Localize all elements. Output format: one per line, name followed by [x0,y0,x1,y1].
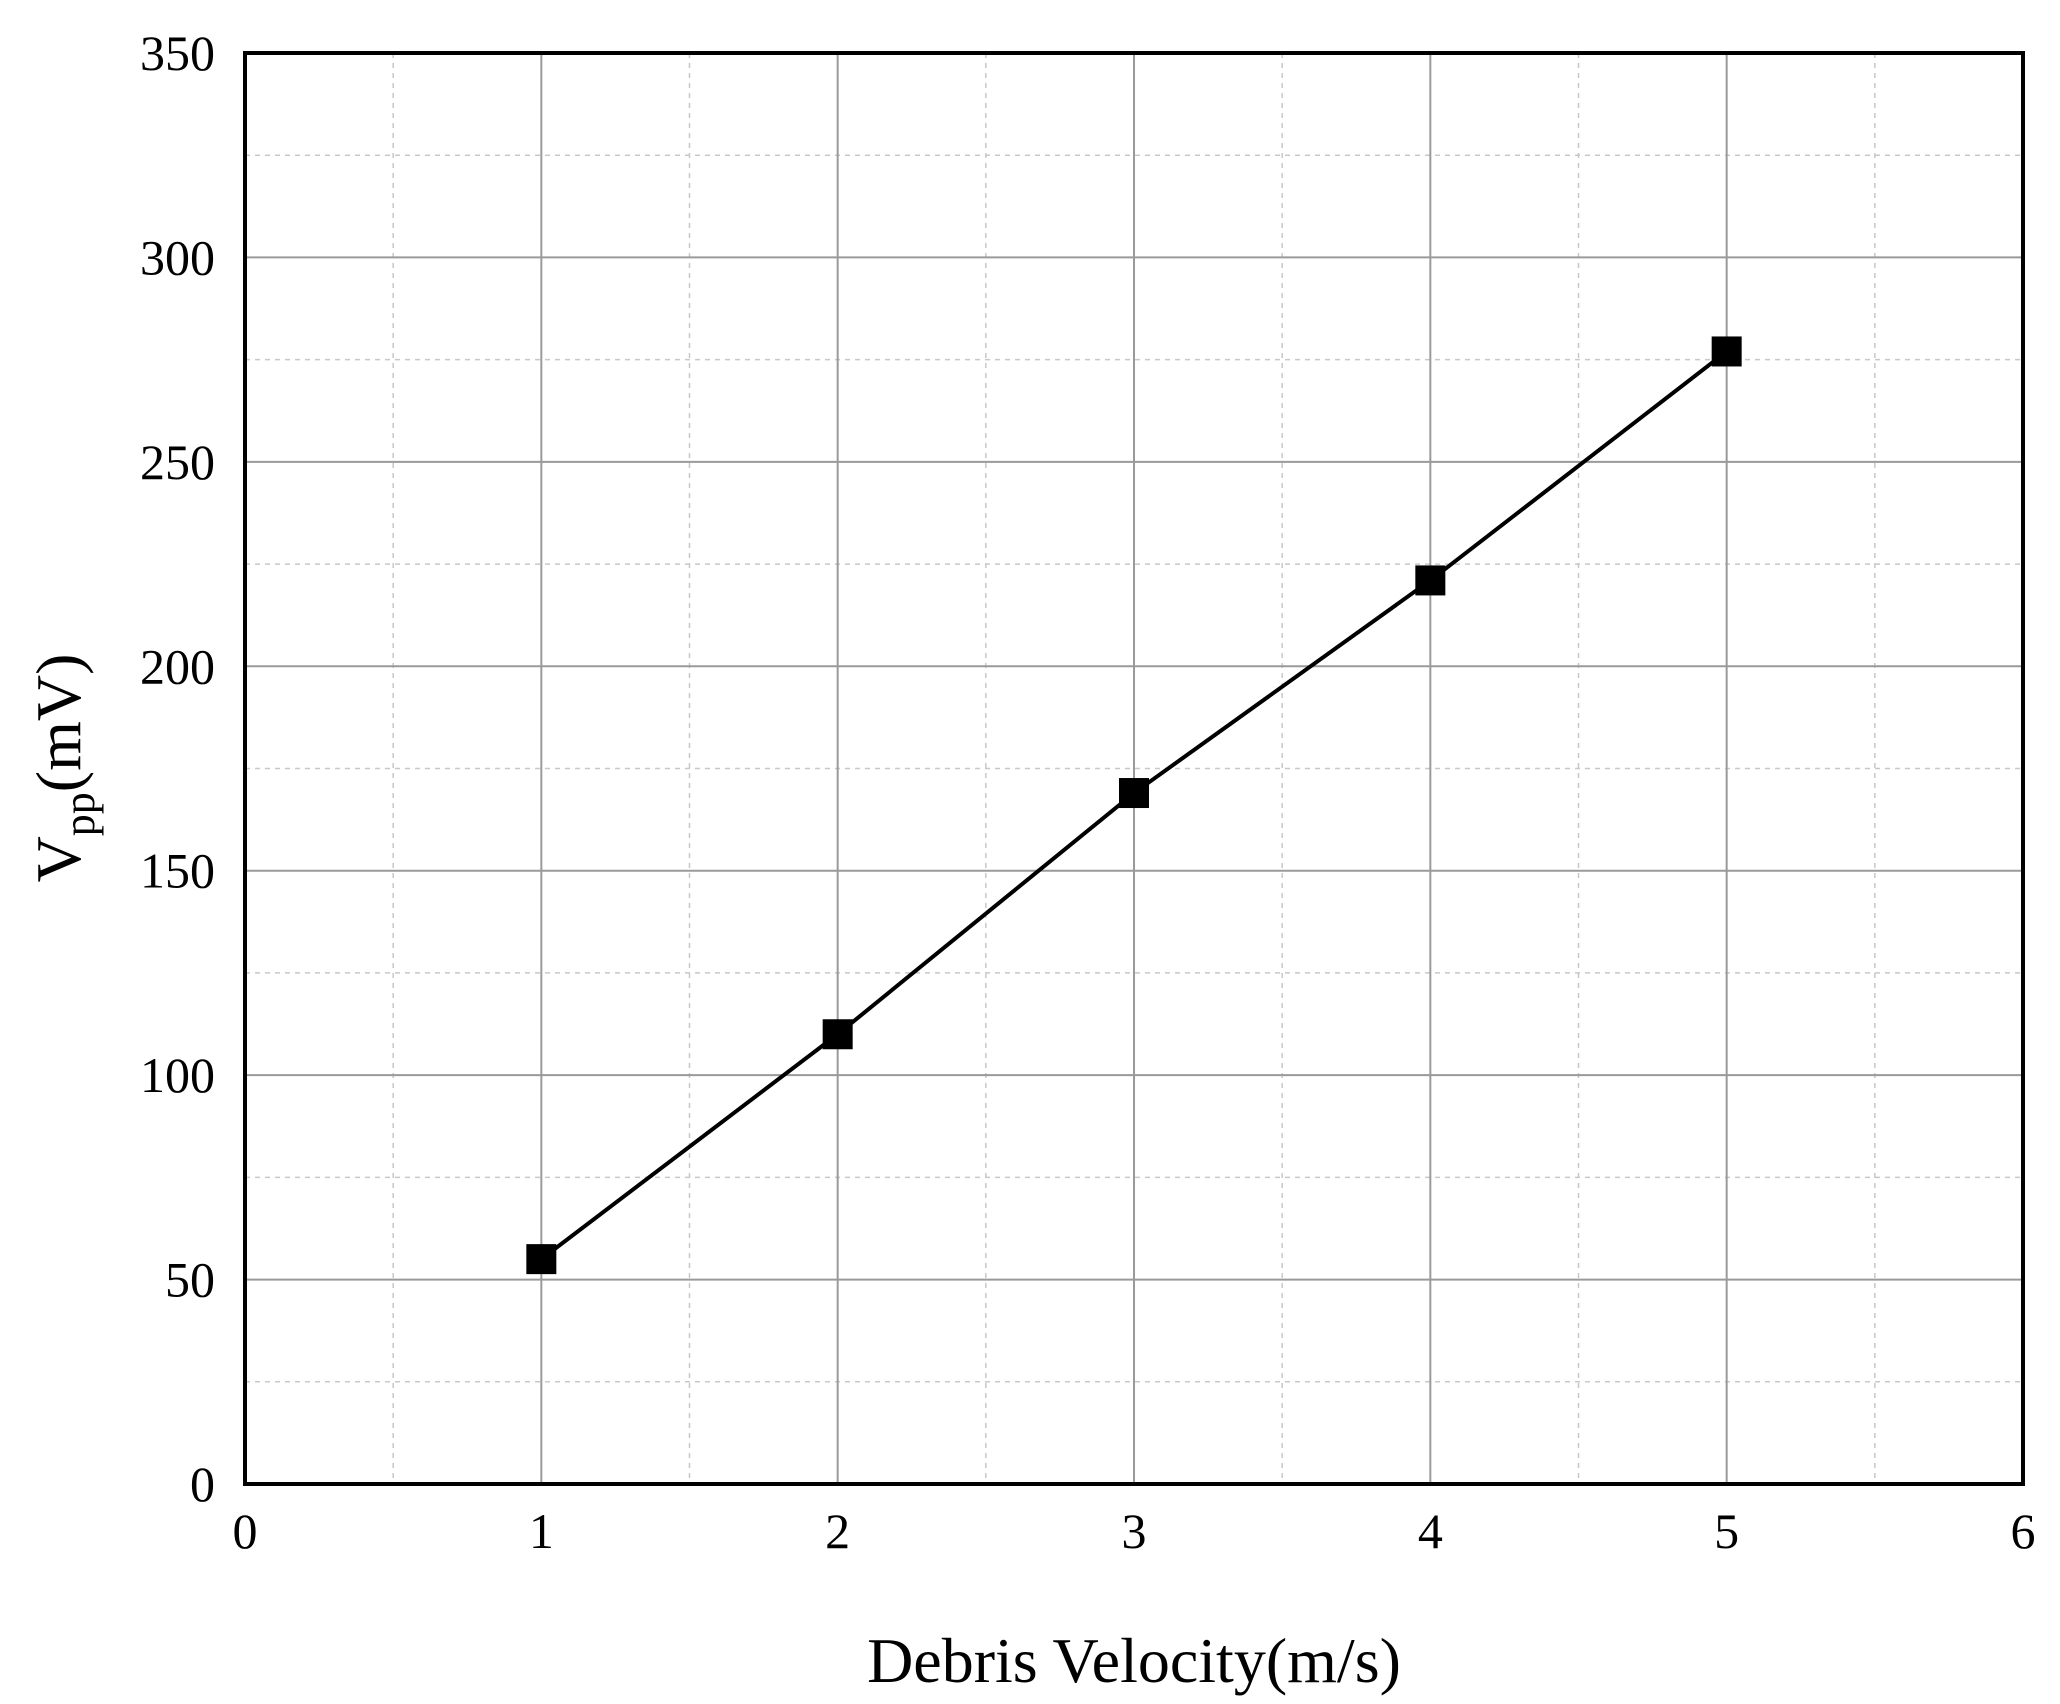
y-tick-label-3: 150 [140,843,215,899]
x-tick-label-2: 2 [825,1503,850,1559]
y-axis-title: Vpp(mV) [23,654,104,883]
x-axis-title: Debris Velocity(m/s) [867,1625,1401,1696]
y-axis-title-subscript: pp [55,792,104,836]
y-axis-title-unit: (mV) [23,654,94,793]
y-tick-labels: 0 50 100 150 200 250 300 350 [140,25,215,1512]
data-point-0-2 [1119,778,1149,809]
x-tick-label-0: 0 [233,1503,258,1559]
y-tick-label-4: 200 [140,638,215,694]
y-tick-label-0: 0 [190,1456,215,1512]
y-tick-label-5: 250 [140,434,215,490]
data-point-0-4 [1711,336,1742,367]
plot-frame [243,51,2025,1486]
series-layer [526,336,1742,1275]
y-tick-label-2: 100 [140,1047,215,1103]
x-tick-label-5: 5 [1714,1503,1739,1559]
y-tick-label-6: 300 [140,229,215,285]
x-tick-labels: 0 1 2 3 4 5 6 [233,1503,2036,1559]
data-point-0-3 [1415,565,1446,596]
x-tick-label-4: 4 [1418,1503,1443,1559]
x-tick-label-1: 1 [529,1503,554,1559]
data-point-0-1 [822,1019,853,1050]
x-tick-label-6: 6 [2011,1503,2036,1559]
y-tick-label-1: 50 [165,1252,215,1308]
y-tick-label-7: 350 [140,25,215,81]
y-axis-title-main: V [23,836,94,882]
data-point-0-0 [526,1244,557,1275]
x-tick-label-3: 3 [1122,1503,1147,1559]
